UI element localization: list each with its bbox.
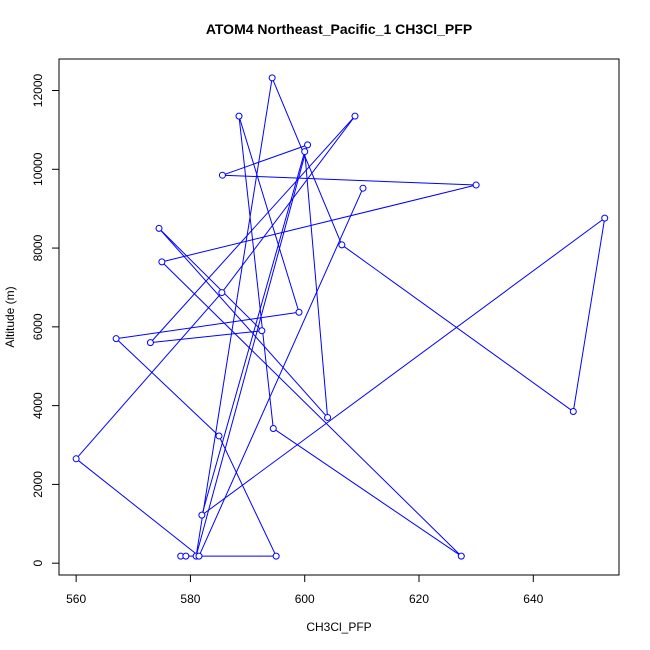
data-point — [324, 413, 332, 421]
data-point — [304, 141, 312, 149]
series-segment — [150, 330, 262, 344]
x-tick-label: 560 — [66, 592, 86, 606]
series-segment — [150, 115, 356, 343]
x-tick-label: 620 — [409, 592, 429, 606]
series-segment — [222, 174, 477, 186]
data-point — [182, 552, 190, 560]
y-tick-label: 4000 — [31, 392, 45, 419]
series-segment — [572, 218, 606, 412]
data-point — [457, 552, 465, 560]
data-point — [569, 408, 577, 416]
series-segment — [201, 151, 306, 516]
series-segment — [238, 116, 274, 429]
x-axis: 560 580 600 620 640 — [66, 574, 544, 606]
data-point — [301, 148, 309, 156]
series-segment — [304, 151, 329, 418]
data-point — [268, 74, 276, 82]
x-tick-label: 600 — [295, 592, 315, 606]
data-point — [198, 511, 206, 519]
series-segment — [238, 115, 300, 313]
data-point — [146, 339, 154, 347]
y-axis-label: Altitude (m) — [3, 286, 17, 347]
data-point — [601, 214, 609, 222]
data-point — [218, 171, 226, 179]
plot-box — [58, 58, 620, 576]
series-segment — [161, 261, 462, 557]
series-segment — [341, 244, 574, 412]
data-point — [269, 424, 277, 432]
series-segment — [158, 228, 263, 332]
data-point — [218, 289, 226, 297]
y-tick-label: 12000 — [31, 74, 45, 108]
x-tick-label: 640 — [523, 592, 543, 606]
y-tick-label: 8000 — [31, 234, 45, 261]
series-segment — [195, 77, 273, 557]
data-point — [158, 258, 166, 266]
series-segment — [218, 435, 277, 557]
series-segment — [201, 217, 606, 516]
data-point — [359, 184, 367, 192]
data-point — [215, 432, 223, 440]
series-segment — [195, 144, 309, 557]
y-tick-label: 0 — [31, 560, 45, 567]
data-point — [272, 552, 280, 560]
y-tick-label: 2000 — [31, 471, 45, 498]
data-point — [258, 327, 266, 335]
plot-area — [72, 74, 609, 560]
data-point — [351, 112, 359, 120]
y-axis: 0 2000 4000 6000 8000 10000 12000 — [31, 74, 60, 567]
y-tick-label: 6000 — [31, 313, 45, 340]
series-segment — [221, 115, 356, 293]
series-segment — [75, 458, 200, 557]
series-segment — [222, 144, 308, 176]
data-point — [155, 224, 163, 232]
x-tick-label: 580 — [180, 592, 200, 606]
x-axis-label: CH3Cl_PFP — [306, 620, 371, 634]
series-segment — [116, 311, 300, 340]
series-segment — [161, 184, 477, 263]
y-tick-label: 10000 — [31, 152, 45, 186]
series-segment — [198, 187, 364, 557]
series-segment — [75, 292, 223, 460]
data-point — [72, 455, 80, 463]
data-point — [112, 335, 120, 343]
series-segment — [271, 77, 343, 246]
data-point — [235, 112, 243, 120]
series-segment — [115, 338, 220, 437]
data-point — [195, 552, 203, 560]
series-segment — [273, 428, 462, 557]
chart-title: ATOM4 Northeast_Pacific_1 CH3Cl_PFP — [206, 21, 472, 37]
data-point — [295, 308, 303, 316]
series-segment — [158, 228, 328, 418]
data-point — [338, 241, 346, 249]
data-point — [472, 181, 480, 189]
